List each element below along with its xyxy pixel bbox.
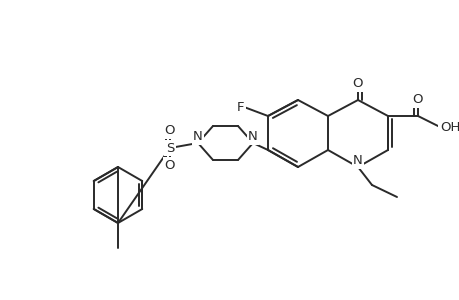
Text: S: S — [165, 142, 174, 154]
Text: OH: OH — [439, 121, 459, 134]
Text: O: O — [352, 77, 363, 90]
Text: F: F — [236, 100, 243, 113]
Text: N: N — [353, 154, 362, 167]
Text: O: O — [412, 93, 422, 106]
Text: N: N — [193, 130, 202, 143]
Text: O: O — [164, 159, 175, 172]
Text: O: O — [164, 124, 175, 137]
Text: N: N — [247, 130, 257, 143]
